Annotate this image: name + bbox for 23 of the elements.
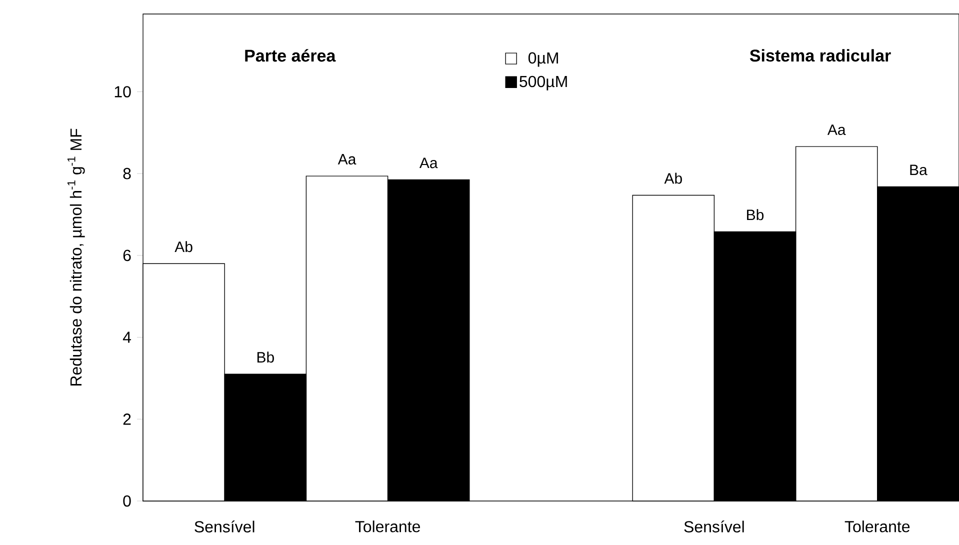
- y-tick-label: 0: [123, 495, 131, 507]
- data-label: Aa: [419, 158, 438, 168]
- x-tick-label: Tolerante: [355, 520, 420, 532]
- y-tick-label: 2: [123, 414, 131, 425]
- data-label: Ab: [664, 172, 682, 184]
- x-tick-label: Sensível: [194, 520, 254, 532]
- annotation: Sistema radicular: [750, 49, 891, 62]
- y-tick-label: 6: [123, 250, 131, 262]
- data-label: Bb: [747, 209, 764, 220]
- data-label: Aa: [827, 124, 846, 136]
- y-tick-label: 10: [114, 86, 131, 98]
- x-tick-label: Sensível: [684, 520, 744, 532]
- data-label: Ab: [174, 241, 192, 252]
- data-label: Ba: [910, 164, 928, 176]
- y-axis-title: Redutase do nitrato, µmol h$^{-1}$ g$^{-1}$ MF: [68, 128, 85, 386]
- data-label: Aa: [338, 154, 356, 165]
- y-tick-label: 8: [123, 168, 131, 180]
- x-tick-label: Tolerante: [844, 520, 910, 532]
- y-tick-label: 4: [122, 332, 131, 343]
- annotation: Parte aérea: [245, 49, 336, 62]
- legend-label: 500µM: [520, 76, 567, 90]
- legend-label: 0µM: [528, 52, 558, 67]
- data-label: Bb: [257, 352, 274, 363]
